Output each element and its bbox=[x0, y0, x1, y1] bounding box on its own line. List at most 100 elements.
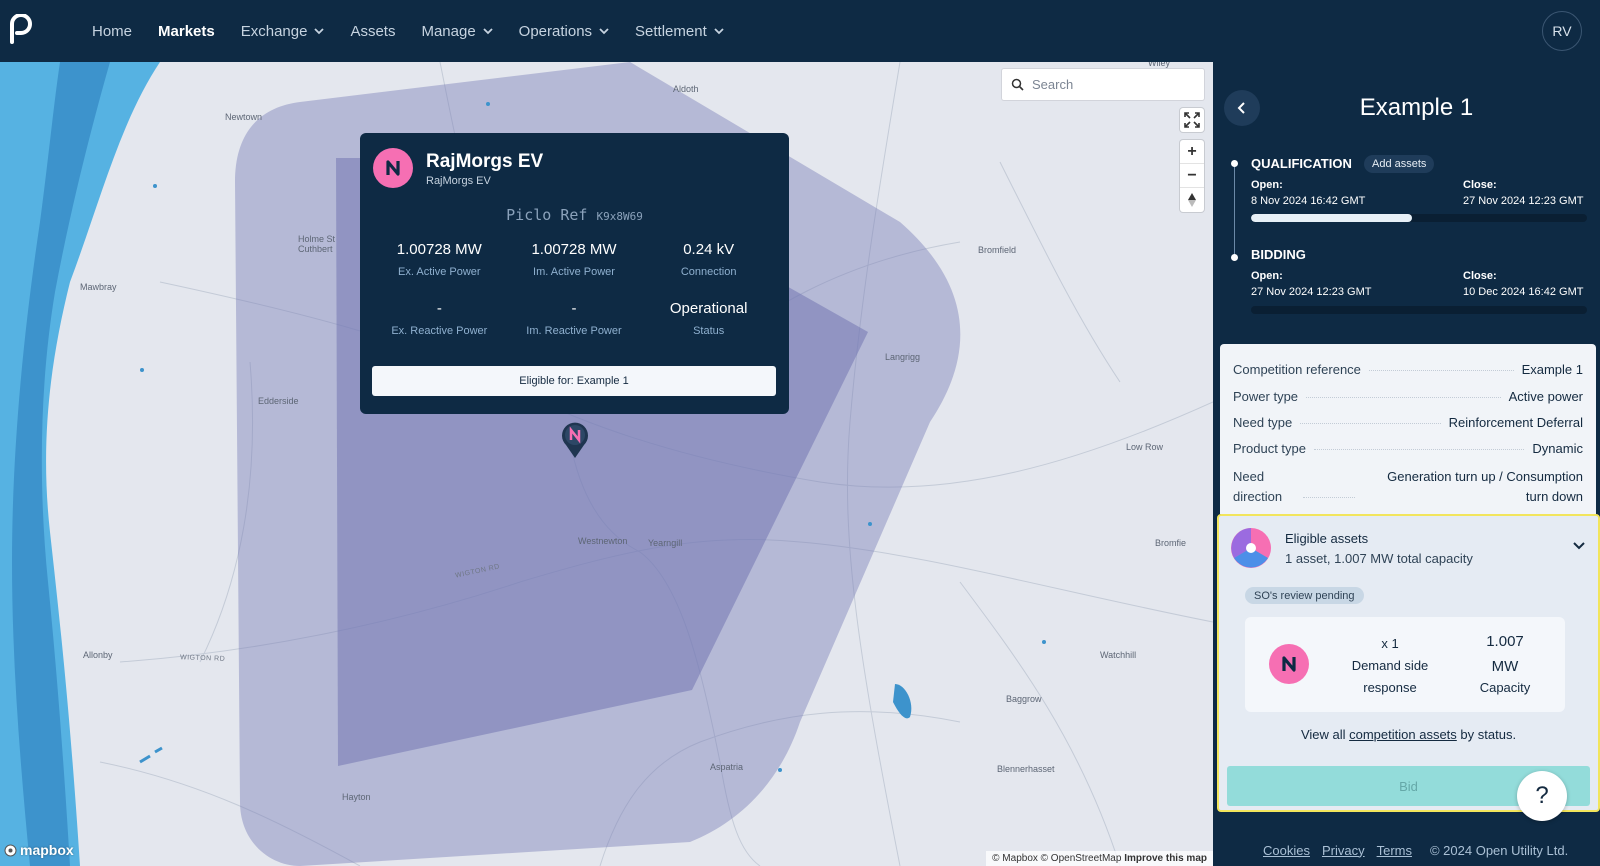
asset-type-icon bbox=[373, 148, 413, 188]
nav-item-markets[interactable]: Markets bbox=[158, 23, 215, 40]
mapbox-logo-icon bbox=[4, 844, 17, 856]
close-date: 10 Dec 2024 16:42 GMT bbox=[1463, 286, 1584, 298]
open-label: Open: bbox=[1251, 270, 1283, 282]
nav-item-label: Settlement bbox=[635, 22, 707, 40]
nav-item-label: Markets bbox=[158, 22, 215, 40]
eligible-for-button[interactable]: Eligible for: Example 1 bbox=[372, 366, 776, 396]
terms-link[interactable]: Terms bbox=[1376, 842, 1412, 858]
qualification-open: Open: 8 Nov 2024 16:42 GMT bbox=[1251, 179, 1365, 207]
map-place-label: Aspatria bbox=[710, 762, 744, 772]
fullscreen-icon[interactable] bbox=[1180, 108, 1204, 132]
piclo-logo-icon[interactable] bbox=[8, 14, 34, 44]
detail-key: Need type bbox=[1233, 415, 1293, 430]
metric-value: - bbox=[571, 300, 577, 317]
asset-subtitle: RajMorgs EV bbox=[426, 175, 491, 187]
metric-value: - bbox=[436, 300, 442, 317]
map-place-label: Langrigg bbox=[885, 352, 921, 362]
footer: Cookies Privacy Terms © 2024 Open Utilit… bbox=[1213, 834, 1600, 866]
nav-item-home[interactable]: Home bbox=[92, 23, 132, 40]
nav-item-label: Manage bbox=[421, 22, 476, 40]
view-all-suffix: by status. bbox=[1460, 727, 1517, 742]
open-label: Open: bbox=[1251, 179, 1283, 191]
bidding-open: Open: 27 Nov 2024 12:23 GMT bbox=[1251, 270, 1371, 298]
map-place-label: Baggrow bbox=[1006, 694, 1042, 704]
detail-leader bbox=[1314, 441, 1525, 450]
capacity-label: Capacity bbox=[1479, 680, 1531, 695]
asset-count: x 1 bbox=[1381, 636, 1399, 651]
map-place-label: Westnewton bbox=[578, 536, 628, 546]
add-assets-button[interactable]: Add assets bbox=[1364, 155, 1435, 173]
eligible-assets-title: Eligible assets bbox=[1285, 531, 1369, 546]
map-place-label: Wiley bbox=[1148, 62, 1170, 68]
metric-value: 0.24 kV bbox=[683, 241, 735, 258]
asset-type-icon bbox=[1269, 644, 1309, 684]
nav-item-label: Exchange bbox=[240, 22, 308, 40]
bidding-progress bbox=[1251, 306, 1587, 314]
bidding-close: Close: 10 Dec 2024 16:42 GMT bbox=[1463, 270, 1583, 298]
timeline-line bbox=[1234, 165, 1235, 260]
asset-map-marker[interactable] bbox=[560, 421, 590, 459]
improve-map-link[interactable]: Improve this map bbox=[1124, 853, 1207, 864]
asset-metric: - Im. Reactive Power bbox=[507, 300, 642, 337]
map-place-label: Aldoth bbox=[673, 84, 699, 94]
nav-item-assets[interactable]: Assets bbox=[350, 23, 395, 40]
nav-item-label: Home bbox=[92, 22, 133, 40]
map-place-label: Hayton bbox=[342, 792, 371, 802]
mapbox-logo-text: mapbox bbox=[20, 842, 74, 858]
nav-menu: Home Markets Exchange Assets Manage Operation… bbox=[92, 0, 750, 62]
nav-item-settlement[interactable]: Settlement bbox=[635, 23, 724, 40]
asset-reference: Piclo Ref K9x8W69 bbox=[360, 206, 789, 224]
user-avatar[interactable]: RV bbox=[1542, 11, 1582, 51]
asset-title: RajMorgs EV bbox=[426, 151, 544, 172]
metric-value: Operational bbox=[669, 300, 748, 317]
metric-label: Status bbox=[693, 325, 725, 337]
competition-details: Competition reference Example 1 Power type… bbox=[1220, 344, 1596, 514]
capacity-unit: MW bbox=[1491, 658, 1519, 675]
close-label: Close: bbox=[1463, 179, 1497, 191]
chevron-left-icon bbox=[1237, 102, 1245, 114]
map-search[interactable]: Search bbox=[1002, 69, 1204, 100]
nav-item-operations[interactable]: Operations bbox=[519, 23, 609, 40]
competition-panel: Example 1 QUALIFICATION Add assets Open:… bbox=[1213, 62, 1600, 866]
zoom-in-button[interactable]: + bbox=[1180, 140, 1204, 164]
timeline-dot bbox=[1231, 254, 1238, 261]
detail-leader bbox=[1368, 362, 1514, 371]
nav-item-exchange[interactable]: Exchange bbox=[241, 23, 325, 40]
mapbox-logo[interactable]: mapbox bbox=[4, 842, 74, 858]
metric-value: 1.00728 MW bbox=[396, 241, 482, 258]
attribution-text[interactable]: © Mapbox © OpenStreetMap bbox=[992, 853, 1122, 864]
detail-leader bbox=[1300, 415, 1441, 424]
detail-row: Need direction Generation turn up / Consu… bbox=[1233, 467, 1583, 507]
view-all-text: View all competition assets by status. bbox=[1219, 727, 1598, 742]
detail-key: Product type bbox=[1233, 441, 1306, 456]
metric-label: Connection bbox=[680, 266, 737, 278]
capacity-value: 1.007 bbox=[1486, 633, 1524, 650]
competition-assets-link[interactable]: competition assets bbox=[1349, 727, 1457, 742]
detail-key: Competition reference bbox=[1233, 362, 1361, 377]
zoom-out-button[interactable]: − bbox=[1180, 164, 1204, 188]
detail-key: Need direction bbox=[1233, 469, 1283, 504]
asset-summary-card: x 1 Demand side response 1.007 MW Capaci… bbox=[1245, 617, 1565, 712]
detail-value: Dynamic bbox=[1532, 441, 1583, 456]
compass-icon[interactable] bbox=[1180, 188, 1204, 212]
cookies-link[interactable]: Cookies bbox=[1263, 842, 1310, 858]
timeline-dot bbox=[1231, 160, 1238, 167]
asset-metric: - Ex. Reactive Power bbox=[372, 300, 507, 337]
chevron-down-icon bbox=[599, 28, 609, 35]
search-placeholder[interactable]: Search bbox=[1032, 77, 1074, 92]
chevron-down-icon bbox=[483, 28, 493, 35]
progress-fill bbox=[1251, 214, 1413, 222]
close-label: Close: bbox=[1463, 270, 1497, 282]
map-place-label: Low Row bbox=[1126, 442, 1164, 452]
map-place-label: Bromfield bbox=[978, 245, 1017, 255]
zoom-controls: + − bbox=[1180, 140, 1204, 212]
chevron-down-icon[interactable] bbox=[1572, 541, 1586, 551]
qualification-close: Close: 27 Nov 2024 12:23 GMT bbox=[1463, 179, 1583, 207]
nav-item-label: Operations bbox=[518, 22, 593, 40]
back-button[interactable] bbox=[1224, 90, 1260, 126]
nav-item-manage[interactable]: Manage bbox=[421, 22, 493, 40]
privacy-link[interactable]: Privacy bbox=[1321, 842, 1365, 858]
map-place-label: Bromfie bbox=[1155, 538, 1187, 548]
fullscreen-control[interactable] bbox=[1180, 108, 1204, 132]
help-button[interactable]: ? bbox=[1517, 771, 1567, 821]
